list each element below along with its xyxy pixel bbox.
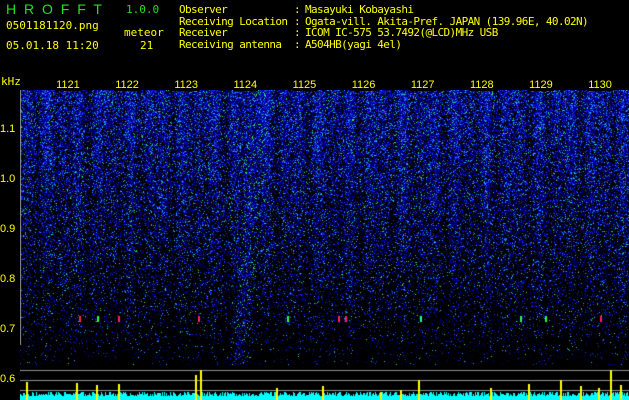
y-tick-label: 0.8 <box>0 273 16 285</box>
x-tick-label: 1124 <box>232 79 259 91</box>
info-label: Receiving antenna <box>179 37 282 51</box>
info-value: ICOM IC-575 53.7492(@LCD)MHz USB <box>305 26 498 39</box>
info-separator: : <box>294 26 301 39</box>
x-tick-label: 1128 <box>469 79 495 91</box>
y-axis-label: kHz <box>1 75 21 88</box>
y-tick-label: 0.7 <box>0 323 16 335</box>
app-title: H R O F F T <box>6 1 104 17</box>
info-value: Ogata-vill. Akita-Pref. JAPAN (139.96E, … <box>305 14 589 28</box>
x-tick-label: 1121 <box>55 79 81 91</box>
app-version: 1.0.0 <box>126 3 160 16</box>
spectrogram <box>20 90 629 400</box>
y-tick-label: 0.6 <box>0 373 16 385</box>
x-tick-label: 1122 <box>114 79 140 91</box>
x-tick-label: 1130 <box>587 79 613 91</box>
y-tick-label: 1.0 <box>0 173 16 185</box>
y-tick-label: 1.1 <box>0 123 16 135</box>
info-separator: : <box>294 14 301 28</box>
info-value: A504HB(yagi 4el) <box>305 37 402 51</box>
x-tick-label: 1127 <box>409 79 436 91</box>
filename: 0501181120.png <box>6 19 99 32</box>
info-label: Observer <box>179 3 228 16</box>
x-tick-label: 1123 <box>173 79 200 91</box>
x-tick-label: 1126 <box>350 79 377 91</box>
info-value: Masayuki Kobayashi <box>305 3 414 16</box>
info-separator: : <box>294 37 301 51</box>
info-separator: : <box>294 3 301 16</box>
info-label: Receiving Location <box>179 14 288 28</box>
x-tick-label: 1125 <box>291 79 318 91</box>
meteor-label: meteor <box>124 26 164 39</box>
datetime: 05.01.18 11:20 <box>6 39 99 52</box>
meteor-count: 21 <box>140 39 154 52</box>
info-label: Receiver <box>179 26 228 39</box>
y-tick-label: 0.9 <box>0 223 16 235</box>
x-tick-label: 1129 <box>528 79 554 91</box>
